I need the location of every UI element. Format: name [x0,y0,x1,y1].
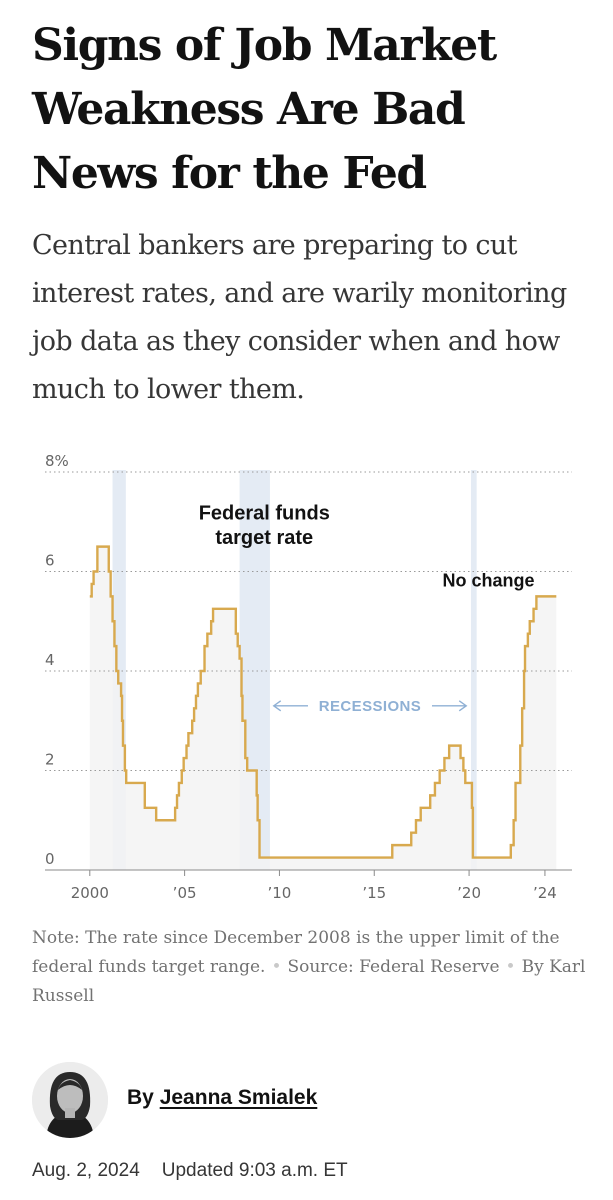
x-tick-label-2010: ’10 [268,884,292,902]
summary-dek: Central bankers are preparing to cut int… [32,230,567,405]
note-source: Source: Federal Reserve [287,957,500,977]
x-tick-label-2024: ’24 [533,884,557,902]
x-tick-label-2005: ’05 [173,884,197,902]
series-title-line-2: target rate [215,527,313,549]
author-byline: By Jeanna Smialek [32,1062,592,1138]
y-axis-ticks: 0 2 4 6 8% [45,452,69,868]
y-tick-label-6: 6 [45,552,55,570]
chart-note: Note: The rate since December 2008 is th… [32,924,592,1011]
left-arrowhead [272,700,282,712]
recession-band-2 [470,470,477,870]
fed-funds-rate-line [89,545,557,859]
publish-date: Aug. 2, 2024 [32,1160,140,1181]
recessions-annotation: RECESSIONS [272,698,468,715]
no-change-annotation: No change [442,570,534,590]
y-tick-label-0: 0 [45,850,55,868]
y-tick-label-2: 2 [45,751,55,769]
byline-prefix: By [127,1086,154,1109]
x-axis-ticks: 2000 ’05 ’10 ’15 ’20 ’24 [71,870,557,902]
headline: Signs of Job Market Weakness Are Bad New… [32,20,497,199]
note-credit: By Karl Russell [32,957,586,1006]
fed-funds-rate-chart: 0 2 4 6 8% 2000 ’05 ’10 ’15 ’20 ’24 Federal funds… [45,452,572,902]
recessions-label: RECESSIONS [319,698,421,715]
x-tick-label-2000: 2000 [71,884,109,902]
separator-dot: • [505,957,516,977]
right-arrowhead [458,700,468,712]
separator-dot: • [271,957,282,977]
author-link[interactable]: Jeanna Smialek [159,1086,318,1109]
avatar-portrait-icon [32,1062,108,1138]
y-tick-label-4: 4 [45,651,55,669]
x-tick-label-2020: ’20 [457,884,481,902]
x-tick-label-2015: ’15 [362,884,386,902]
byline-text: By Jeanna Smialek [127,1086,317,1110]
series-title-line-1: Federal funds [199,502,330,524]
gridlines [45,471,572,871]
author-avatar[interactable] [32,1062,108,1138]
note-text: Note: The rate since December 2008 is th… [32,928,560,977]
chart-labels: Federal funds target rate No change RECE… [199,502,535,715]
series-line [89,545,557,859]
dateline: Aug. 2, 2024 Updated 9:03 a.m. ET [32,1160,348,1182]
rate-area [89,546,557,870]
updated-time: Updated 9:03 a.m. ET [161,1160,348,1181]
area-fill [89,546,557,870]
y-tick-label-8: 8% [45,452,69,470]
